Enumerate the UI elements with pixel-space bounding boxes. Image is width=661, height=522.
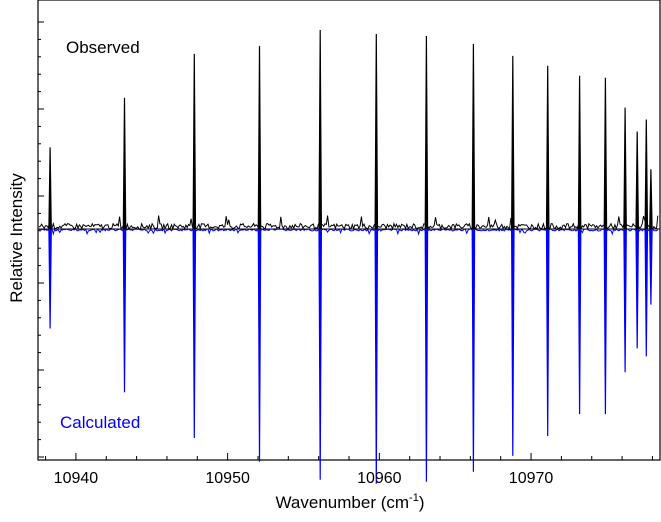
calculated-peak [318, 228, 322, 480]
observed-peak [635, 131, 639, 230]
y-axis-title: Relative Intensity [7, 173, 26, 303]
x-tick-label: 10960 [357, 470, 402, 487]
calculated-peak [122, 228, 127, 393]
noise-layer [38, 215, 659, 236]
observed-baseline-noise [38, 215, 659, 231]
x-axis-title-end: ) [419, 493, 425, 512]
observed-peak [511, 55, 515, 230]
x-tick-label: 10950 [205, 470, 250, 487]
observed-peak [424, 35, 429, 230]
observed-peak [374, 33, 379, 230]
calculated-peak [545, 228, 550, 437]
observed-peak [577, 75, 582, 230]
calculated-peak [511, 228, 515, 456]
observed-peak [48, 147, 52, 230]
calculated-peak [471, 228, 476, 472]
x-tick-label: 10970 [509, 470, 554, 487]
calculated-peak [374, 228, 379, 484]
observed-peak [603, 77, 608, 230]
observed-peak [545, 65, 550, 230]
x-axis-title-main: Wavenumber (cm [276, 493, 410, 512]
observed-peak [644, 119, 649, 230]
observed-peak [257, 45, 262, 230]
calculated-peak [577, 228, 582, 415]
peaks-layer [48, 29, 653, 484]
x-axis-title-sup: -1 [409, 492, 419, 504]
calculated-peak [192, 228, 197, 439]
calculated-peak [623, 228, 627, 373]
calculated-peak [635, 228, 639, 349]
observed-peak [192, 53, 197, 230]
observed-peak [623, 107, 627, 230]
observed-peak [471, 43, 476, 230]
x-tick-labels: 10940 10950 10960 10970 [54, 470, 554, 487]
calculated-peak [649, 228, 653, 305]
calculated-peak [257, 228, 262, 462]
observed-peak [122, 97, 127, 230]
x-tick-label: 10940 [54, 470, 99, 487]
calculated-peak [603, 228, 608, 415]
observed-peak [318, 29, 322, 230]
calculated-peak [644, 228, 649, 357]
ticks-layer [38, 21, 653, 460]
observed-peak [649, 169, 653, 230]
x-axis-title: Wavenumber (cm-1) [276, 492, 425, 512]
annotation-observed: Observed [66, 38, 140, 57]
annotation-calculated: Calculated [60, 413, 140, 432]
calculated-peak [424, 228, 429, 482]
calculated-peak [48, 228, 52, 329]
calculated-baseline [38, 228, 659, 236]
